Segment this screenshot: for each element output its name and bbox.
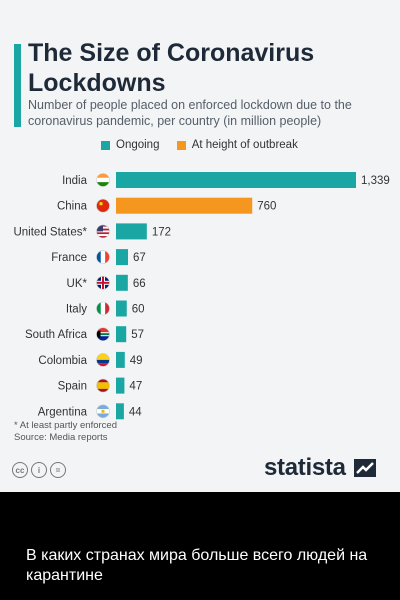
value-label-0: 1,339 [361,175,390,187]
statista-logo-icon [354,459,376,477]
value-label-7: 49 [130,355,143,367]
argentina-flag-icon [96,404,110,419]
legend-label-ongoing: Ongoing [116,139,160,151]
nd-icon: = [50,462,66,478]
post-caption: В каких странах мира больше всего людей … [26,547,368,584]
south-africa-flag-icon [96,327,110,342]
value-label-3: 67 [133,252,146,264]
bar-0 [116,172,356,188]
statista-logo: statista [264,454,376,482]
france-flag-icon [96,250,110,264]
legend-item-ongoing: Ongoing [101,139,159,151]
usa-flag-icon [96,224,110,239]
bar-3 [116,249,129,266]
chart-title: The Size of Coronavirus Lockdowns [28,39,315,97]
legend: Ongoing At height of outbreak [101,139,312,153]
category-label-3: France [51,252,87,264]
category-label-2: United States* [13,226,87,238]
chart-notes: * At least partly enforced Source: Media… [14,420,117,444]
legend-item-height: At height of outbreak [176,139,298,151]
legend-swatch-ongoing [101,140,110,150]
category-label-8: Spain [58,381,87,393]
bar-7 [116,351,125,368]
value-label-4: 66 [133,278,146,290]
infographic-card: The Size of Coronavirus Lockdowns Number… [0,0,400,492]
china-flag-icon [96,198,110,213]
bar-chart: India 1,339 China 760 United States* 172 Franc… [13,172,390,420]
title-accent-bar [14,44,21,127]
colombia-flag-icon [96,353,110,367]
value-label-1: 760 [257,201,276,213]
value-label-6: 57 [131,329,144,341]
category-label-5: Italy [66,304,87,316]
bar-4 [116,274,128,291]
source-note: Source: Media reports [14,432,108,443]
bar-8 [116,377,125,394]
footnote: * At least partly enforced [14,420,117,431]
category-label-4: UK* [67,278,88,290]
license-icons: cc i = [12,462,69,478]
category-label-0: India [62,175,88,187]
value-label-8: 47 [129,381,142,393]
value-label-2: 172 [152,226,171,238]
bar-5 [116,300,127,317]
india-flag-icon [96,173,110,187]
value-label-9: 44 [129,406,142,418]
spain-flag-icon [96,378,110,393]
category-label-6: South Africa [25,329,88,341]
legend-label-height: At height of outbreak [191,139,298,151]
category-label-9: Argentina [38,406,88,418]
bar-6 [116,326,127,343]
chart-subtitle: Number of people placed on enforced lock… [28,98,352,128]
bar-9 [116,403,124,420]
uk-flag-icon [96,275,110,290]
value-label-5: 60 [132,304,145,316]
by-icon: i [31,462,47,478]
legend-swatch-height [176,140,186,150]
bar-1 [116,197,253,214]
category-label-7: Colombia [38,355,87,367]
cc-icon: cc [12,462,28,478]
bar-2 [116,223,147,240]
category-label-1: China [57,201,88,213]
brand-name: statista [263,454,346,481]
italy-flag-icon [96,301,110,316]
